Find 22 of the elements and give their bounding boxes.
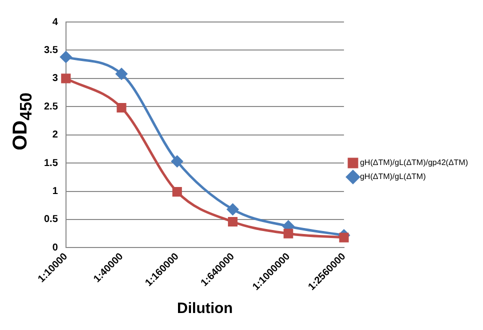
point bbox=[171, 156, 183, 168]
y-tick-label: 3.5 bbox=[44, 44, 58, 56]
y-tick-label: 0.5 bbox=[44, 214, 58, 226]
y-tick-label: 1 bbox=[52, 186, 58, 198]
point bbox=[116, 68, 128, 80]
legend-label: gH(ΔTM)/gL(ΔTM) bbox=[360, 172, 426, 182]
y-tick-label: 0 bbox=[52, 242, 58, 254]
point bbox=[61, 74, 71, 84]
y-tick-label: 2.5 bbox=[44, 101, 58, 112]
y-tick-label: 2 bbox=[52, 130, 58, 141]
point bbox=[284, 228, 294, 238]
point bbox=[60, 51, 72, 63]
point bbox=[172, 187, 182, 197]
y-tick-label: 3 bbox=[52, 73, 58, 84]
y-tick-label: 4 bbox=[52, 16, 58, 28]
point bbox=[226, 204, 238, 216]
x-axis-title: Dilution bbox=[177, 300, 233, 318]
legend-label: gH(ΔTM)/gL(ΔTM)/gp42(ΔTM) bbox=[360, 158, 468, 168]
point bbox=[116, 102, 126, 113]
point bbox=[339, 232, 349, 242]
y-tick-label: 1.5 bbox=[44, 158, 58, 169]
point bbox=[228, 216, 238, 227]
